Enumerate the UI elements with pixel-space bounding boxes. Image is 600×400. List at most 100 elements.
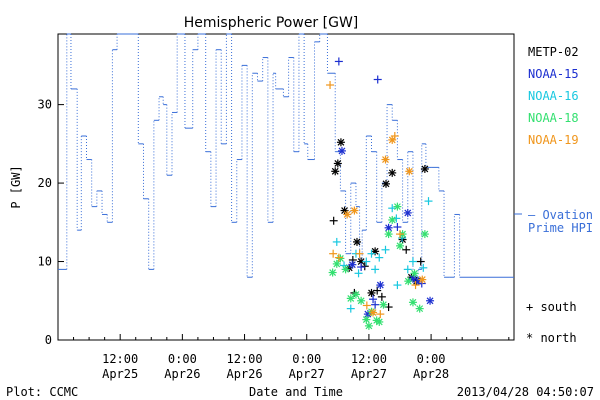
data-point bbox=[393, 223, 402, 232]
data-point bbox=[355, 249, 364, 258]
satellite-legend: METP-02 NOAA-15 NOAA-16 NOAA-18 NOAA-19 bbox=[528, 45, 579, 147]
ovation-legend-line2: Prime HPI bbox=[528, 221, 593, 235]
data-point bbox=[362, 315, 371, 324]
data-point bbox=[334, 57, 343, 66]
data-point bbox=[404, 277, 413, 286]
data-point bbox=[402, 245, 411, 254]
chart-title: Hemispheric Power [GW] bbox=[184, 15, 359, 31]
data-point bbox=[346, 294, 355, 303]
data-point bbox=[388, 168, 397, 177]
data-point bbox=[376, 310, 385, 319]
data-point bbox=[420, 164, 429, 173]
x-axis-label: Date and Time bbox=[249, 385, 343, 399]
y-tick-label: 30 bbox=[38, 98, 52, 112]
x-tick-label: 0:00 bbox=[417, 352, 446, 366]
data-point bbox=[350, 206, 359, 215]
y-axis-ticks: 0 10 20 30 bbox=[38, 98, 64, 347]
data-point bbox=[354, 269, 363, 278]
data-point bbox=[376, 281, 385, 290]
data-point bbox=[371, 265, 380, 274]
y-tick-label: 10 bbox=[38, 255, 52, 269]
data-point bbox=[382, 179, 391, 188]
data-point bbox=[405, 167, 414, 176]
data-point bbox=[410, 269, 419, 278]
data-point bbox=[416, 257, 425, 266]
x-tick-label: 0:00 bbox=[168, 352, 197, 366]
data-point bbox=[419, 263, 428, 272]
data-point bbox=[334, 253, 343, 262]
plot-credit: Plot: CCMC bbox=[6, 385, 78, 399]
data-point bbox=[329, 216, 338, 225]
data-point bbox=[420, 230, 429, 239]
legend-entry: NOAA-16 bbox=[528, 89, 579, 103]
legend-north: * north bbox=[526, 331, 577, 345]
legend-entry: NOAA-15 bbox=[528, 67, 579, 81]
data-point bbox=[388, 215, 397, 224]
data-point bbox=[331, 167, 340, 176]
x-tick-label: 12:00 bbox=[102, 352, 138, 366]
data-point bbox=[332, 259, 341, 268]
data-point bbox=[362, 257, 371, 266]
ovation-series bbox=[58, 33, 514, 278]
data-point bbox=[333, 159, 342, 168]
data-point bbox=[426, 296, 435, 305]
legend-entry: METP-02 bbox=[528, 45, 579, 59]
data-point bbox=[408, 257, 417, 266]
x-tick-label: 0:00 bbox=[292, 352, 321, 366]
data-point bbox=[336, 138, 345, 147]
x-tick-date: Apr26 bbox=[164, 367, 200, 381]
x-tick-label: 12:00 bbox=[226, 352, 262, 366]
x-tick-date: Apr25 bbox=[102, 367, 138, 381]
data-point bbox=[369, 295, 378, 304]
data-point bbox=[373, 75, 382, 84]
data-point bbox=[381, 155, 390, 164]
data-point bbox=[424, 197, 433, 206]
data-point bbox=[418, 275, 427, 284]
satellite-points bbox=[326, 57, 435, 330]
x-tick-date: Apr28 bbox=[413, 367, 449, 381]
data-point bbox=[343, 210, 352, 219]
data-point bbox=[360, 262, 369, 271]
data-point bbox=[396, 241, 404, 250]
plot-timestamp: 2013/04/28 04:50:07 bbox=[457, 385, 594, 399]
data-point bbox=[384, 230, 393, 239]
data-point bbox=[348, 260, 357, 269]
data-point bbox=[351, 290, 360, 299]
data-point bbox=[364, 321, 373, 330]
x-tick-label: 12:00 bbox=[351, 352, 387, 366]
data-point bbox=[336, 254, 345, 263]
data-point bbox=[377, 292, 386, 301]
data-point bbox=[357, 296, 366, 305]
data-point bbox=[379, 300, 388, 309]
legend-south: + south bbox=[526, 300, 577, 314]
data-point bbox=[352, 237, 361, 246]
data-point bbox=[371, 300, 380, 309]
data-point bbox=[396, 230, 404, 239]
y-axis-label: P [GW] bbox=[9, 165, 23, 208]
y-tick-label: 0 bbox=[45, 333, 52, 347]
data-point bbox=[403, 208, 412, 217]
data-point bbox=[403, 265, 412, 274]
data-point bbox=[381, 245, 390, 254]
data-point bbox=[375, 253, 384, 262]
data-point bbox=[388, 204, 397, 213]
data-point bbox=[346, 304, 355, 313]
ovation-legend-line1: — Ovation bbox=[528, 208, 593, 222]
data-point bbox=[408, 298, 417, 307]
data-point bbox=[367, 249, 376, 258]
y-tick-label: 20 bbox=[38, 176, 52, 190]
data-point bbox=[337, 146, 346, 155]
x-axis-ticks: 12:00Apr250:00Apr2612:00Apr260:00Apr2712… bbox=[73, 334, 510, 381]
data-point bbox=[341, 265, 350, 274]
plot-frame bbox=[57, 33, 515, 341]
x-tick-date: Apr26 bbox=[226, 367, 262, 381]
data-point bbox=[362, 301, 371, 310]
x-tick-date: Apr27 bbox=[289, 367, 325, 381]
data-point bbox=[369, 308, 378, 317]
x-tick-date: Apr27 bbox=[351, 367, 387, 381]
data-point bbox=[390, 132, 399, 140]
data-point bbox=[328, 268, 337, 277]
legend-entry: NOAA-19 bbox=[528, 133, 579, 147]
data-point bbox=[375, 317, 384, 326]
